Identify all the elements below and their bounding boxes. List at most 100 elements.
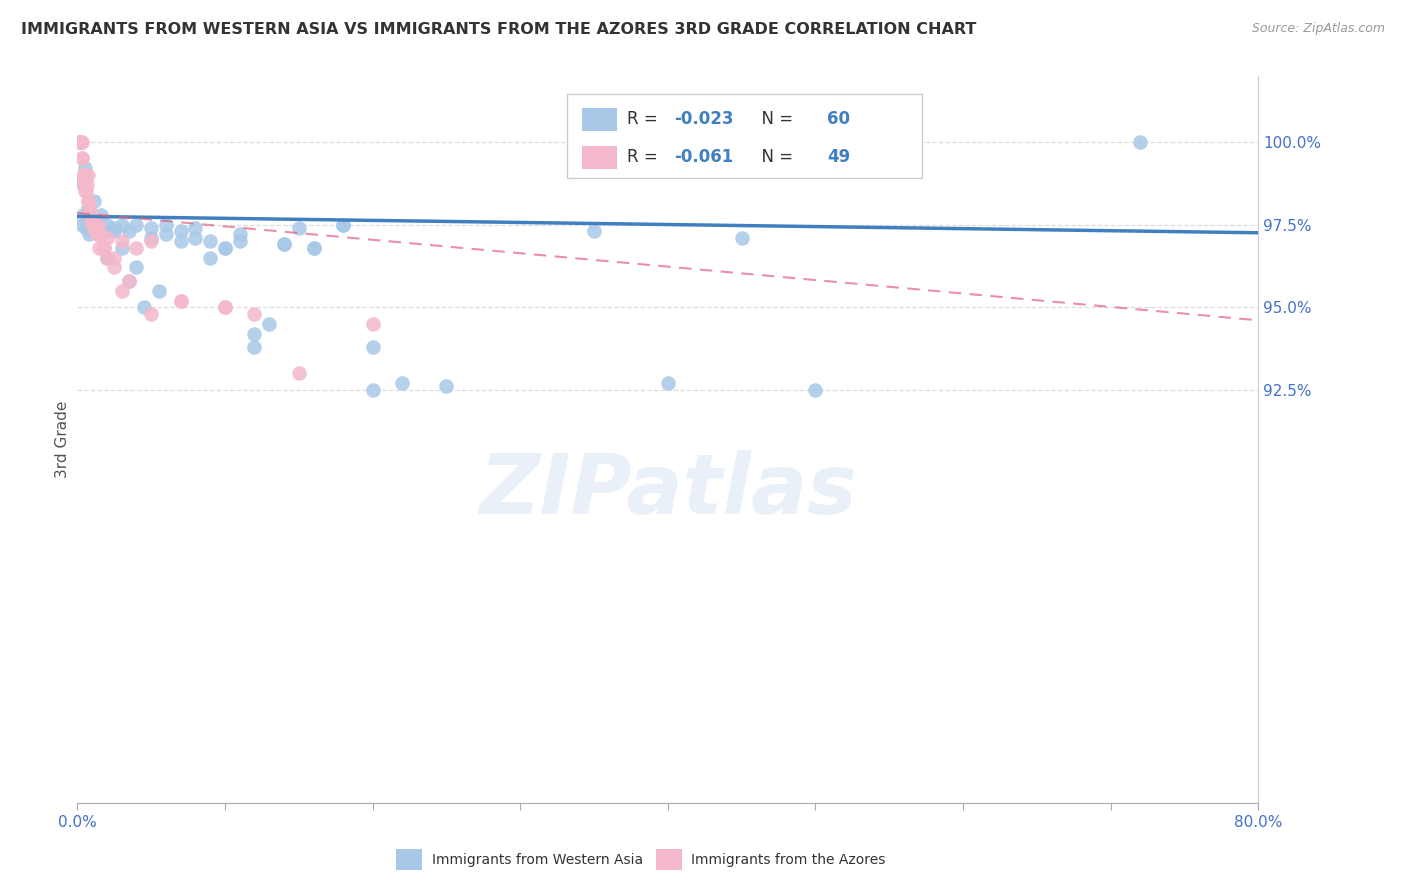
Point xyxy=(83,194,105,209)
Point xyxy=(125,218,148,232)
Point xyxy=(155,227,177,242)
Point xyxy=(288,220,311,235)
Point xyxy=(111,218,132,232)
Point xyxy=(125,260,148,275)
Point xyxy=(79,208,101,222)
Point xyxy=(83,220,105,235)
Point xyxy=(170,293,193,308)
Point xyxy=(69,135,91,149)
FancyBboxPatch shape xyxy=(396,848,422,871)
Point xyxy=(200,234,222,248)
Point xyxy=(75,185,97,199)
Point xyxy=(436,379,458,393)
Point xyxy=(77,227,100,242)
Point xyxy=(214,300,236,314)
Point xyxy=(111,234,132,248)
Point xyxy=(84,214,107,228)
Text: N =: N = xyxy=(751,111,797,128)
Point xyxy=(184,231,207,245)
Point xyxy=(302,241,325,255)
Point xyxy=(111,284,132,298)
Point xyxy=(93,241,115,255)
FancyBboxPatch shape xyxy=(582,145,617,169)
Point xyxy=(200,251,222,265)
Point xyxy=(82,218,104,232)
Point xyxy=(70,152,93,166)
Point xyxy=(583,224,606,238)
Point xyxy=(73,175,96,189)
Point xyxy=(96,251,118,265)
Point xyxy=(141,307,163,321)
Point xyxy=(89,241,111,255)
Point xyxy=(76,168,98,182)
Point xyxy=(155,218,177,232)
Text: 60: 60 xyxy=(827,111,851,128)
Point xyxy=(361,340,384,354)
Point xyxy=(111,241,132,255)
Text: 49: 49 xyxy=(827,148,851,166)
Text: Immigrants from Western Asia: Immigrants from Western Asia xyxy=(432,853,643,866)
FancyBboxPatch shape xyxy=(582,108,617,131)
Text: ZIPatlas: ZIPatlas xyxy=(479,450,856,531)
Point xyxy=(103,220,125,235)
Point xyxy=(73,185,96,199)
Point xyxy=(141,231,163,245)
Point xyxy=(72,168,94,182)
Point xyxy=(90,208,112,222)
Point xyxy=(228,227,252,242)
Point xyxy=(731,231,754,245)
Text: R =: R = xyxy=(627,111,662,128)
Point xyxy=(79,204,101,219)
Point xyxy=(804,383,827,397)
Point xyxy=(84,224,107,238)
Point xyxy=(273,237,295,252)
Point xyxy=(70,218,93,232)
Point xyxy=(103,251,125,265)
Point xyxy=(273,237,295,252)
Point xyxy=(214,241,236,255)
Point xyxy=(243,340,266,354)
Point xyxy=(89,227,111,242)
Point xyxy=(288,366,311,380)
Point xyxy=(72,152,94,166)
Point xyxy=(361,383,384,397)
Text: -0.023: -0.023 xyxy=(673,111,734,128)
Point xyxy=(93,241,115,255)
Point xyxy=(1129,135,1152,149)
Point xyxy=(214,300,236,314)
Point xyxy=(170,234,193,248)
Point xyxy=(214,241,236,255)
Point xyxy=(228,234,252,248)
Point xyxy=(86,227,108,242)
Point xyxy=(77,194,100,209)
FancyBboxPatch shape xyxy=(568,94,922,178)
Point xyxy=(96,218,118,232)
Point xyxy=(69,175,91,189)
Point xyxy=(125,241,148,255)
Point xyxy=(72,208,94,222)
Point xyxy=(93,224,115,238)
FancyBboxPatch shape xyxy=(657,848,682,871)
Point xyxy=(83,218,105,232)
Point xyxy=(69,135,91,149)
Point xyxy=(96,231,118,245)
Point xyxy=(70,135,93,149)
Point xyxy=(70,135,93,149)
Point xyxy=(118,274,141,288)
Point xyxy=(73,161,96,176)
Point xyxy=(90,227,112,242)
Text: N =: N = xyxy=(751,148,797,166)
Point xyxy=(87,218,110,232)
Point xyxy=(103,224,125,238)
Point xyxy=(103,260,125,275)
Point xyxy=(243,307,266,321)
Text: -0.061: -0.061 xyxy=(673,148,733,166)
Point xyxy=(75,168,97,182)
Point xyxy=(361,317,384,331)
Point xyxy=(132,300,155,314)
Point xyxy=(141,220,163,235)
Point xyxy=(141,234,163,248)
Point xyxy=(118,274,141,288)
Point xyxy=(170,224,193,238)
Point xyxy=(77,201,100,215)
